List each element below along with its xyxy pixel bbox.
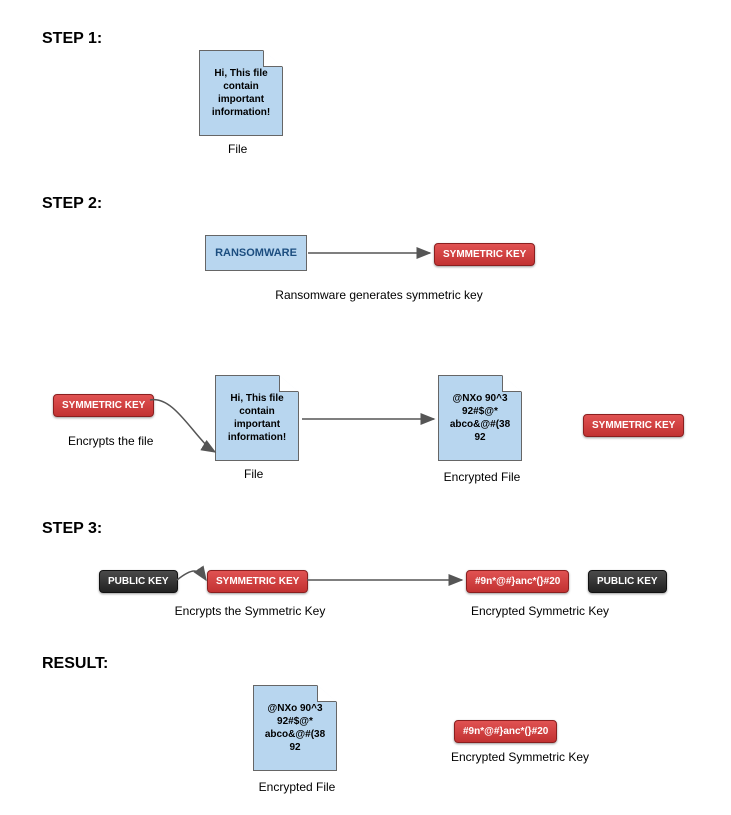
file-fold-icon-2 [279,375,299,392]
symmetric-key-badge-1: SYMMETRIC KEY [434,243,535,266]
encrypted-symkey-badge-1: #9n*@#}anc*(}#20 [466,570,569,593]
caption-generate: Ransomware generates symmetric key [264,288,494,302]
file-caption-2: File [244,467,263,481]
caption-encrypt-symkey: Encrypts the Symmetric Key [160,604,340,618]
symmetric-key-badge-2: SYMMETRIC KEY [53,394,154,417]
encrypted-symkey-badge-2: #9n*@#}anc*(}#20 [454,720,557,743]
encrypted-symkey-caption-1: Encrypted Symmetric Key [460,604,620,618]
file-caption-1: File [228,142,247,156]
ransomware-text: RANSOMWARE [215,247,297,259]
encrypted-text-2: @NXo 90^3 92#$@* abco&@#(38 92 [258,702,332,754]
caption-encrypt-file: Encrypts the file [68,434,178,448]
diagram-canvas: STEP 1: Hi, This file contain important … [0,0,731,815]
encrypted-caption-2: Encrypted File [253,780,341,794]
encrypted-symkey-caption-2: Encrypted Symmetric Key [440,750,600,764]
file-fold-icon-3 [502,375,522,392]
step2-label: STEP 2: [42,195,102,213]
symmetric-key-badge-4: SYMMETRIC KEY [207,570,308,593]
file-fold-icon-4 [317,685,337,702]
file-text-2: Hi, This file contain important informat… [220,392,294,444]
public-key-badge-1: PUBLIC KEY [99,570,178,593]
ransomware-box: RANSOMWARE [205,235,307,271]
step1-label: STEP 1: [42,30,102,48]
encrypted-caption-1: Encrypted File [438,470,526,484]
arrow-pubkey-to-symkey [177,571,206,580]
encrypted-text-1: @NXo 90^3 92#$@* abco&@#(38 92 [443,392,517,444]
file-fold-icon [263,50,283,67]
symmetric-key-badge-3: SYMMETRIC KEY [583,414,684,437]
step3-label: STEP 3: [42,520,102,538]
public-key-badge-2: PUBLIC KEY [588,570,667,593]
file-text: Hi, This file contain important informat… [204,67,278,119]
result-label: RESULT: [42,655,108,673]
